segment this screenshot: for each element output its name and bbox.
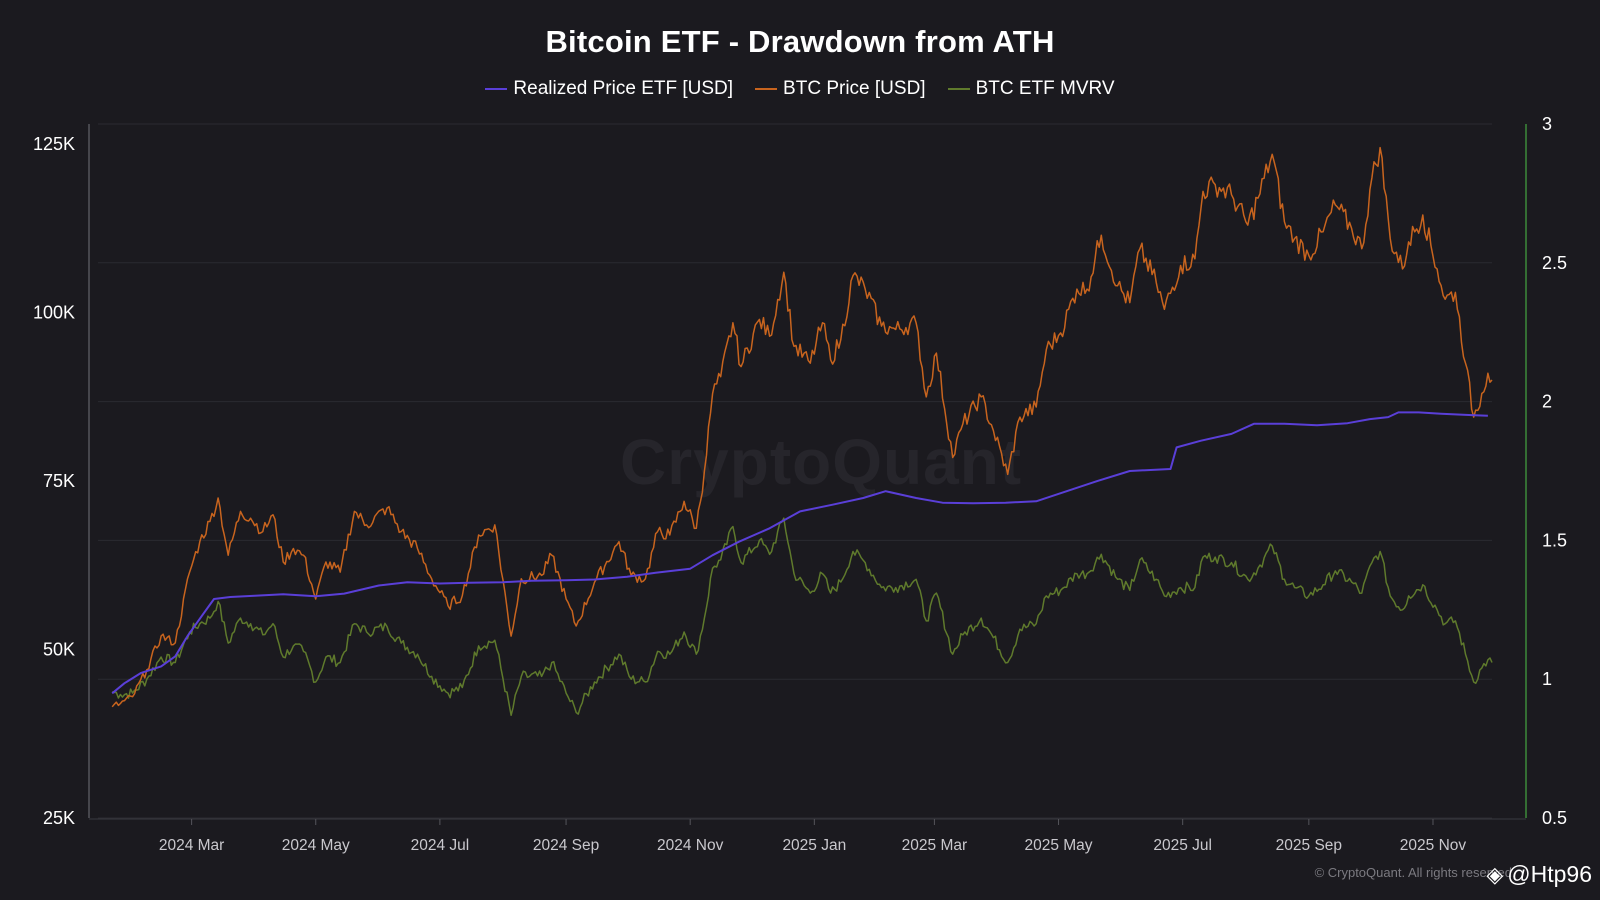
x-tick-label: 2024 Sep [533, 837, 599, 854]
y-left-tick-label: 125K [33, 134, 75, 154]
x-tick-label: 2025 Jul [1153, 837, 1212, 854]
x-tick-label: 2024 May [282, 837, 350, 854]
y-left-tick-label: 100K [33, 303, 75, 323]
x-tick-label: 2025 May [1024, 837, 1092, 854]
legend-item-etf-mvrv[interactable]: BTC ETF MVRV [947, 78, 1115, 100]
legend-swatch-etf-mvrv [947, 88, 970, 90]
y-right-tick-label: 1 [1542, 669, 1552, 689]
legend: Realized Price ETF [USD] BTC Price [USD]… [0, 78, 1600, 100]
legend-label-btc-price: BTC Price [USD] [783, 78, 926, 99]
y-left-tick-label: 50K [43, 640, 75, 660]
x-tick-label: 2025 Mar [902, 837, 967, 854]
x-tick-label: 2024 Nov [657, 837, 724, 854]
x-tick-label: 2025 Jan [782, 837, 846, 854]
legend-swatch-realized-price [485, 88, 508, 90]
diamond-logo-icon: ◈ [1486, 861, 1504, 887]
chart-title: Bitcoin ETF - Drawdown from ATH [545, 24, 1055, 59]
legend-label-etf-mvrv: BTC ETF MVRV [975, 78, 1115, 99]
x-tick-label: 2025 Nov [1400, 837, 1467, 854]
legend-item-realized-price[interactable]: Realized Price ETF [USD] [485, 78, 733, 100]
y-right-tick-label: 1.5 [1542, 530, 1567, 550]
x-tick-label: 2024 Jul [411, 837, 470, 854]
legend-item-btc-price[interactable]: BTC Price [USD] [755, 78, 926, 100]
handle-text: @Htp96 [1507, 861, 1592, 887]
y-right-tick-label: 2.5 [1542, 253, 1567, 273]
author-handle: ◈ @Htp96 [1486, 861, 1592, 888]
x-tick-label: 2024 Mar [159, 837, 224, 854]
y-right-tick-label: 3 [1542, 114, 1552, 134]
series-line-etf-mvrv [111, 517, 1493, 717]
legend-label-realized-price: Realized Price ETF [USD] [513, 78, 734, 99]
y-left-tick-label: 25K [43, 808, 75, 828]
x-tick-label: 2025 Sep [1276, 837, 1342, 854]
y-right-tick-label: 0.5 [1542, 808, 1567, 828]
y-left-tick-label: 75K [43, 471, 75, 491]
series-line-realized-price [111, 411, 1488, 695]
legend-swatch-btc-price [755, 88, 778, 90]
y-right-tick-label: 2 [1542, 392, 1552, 412]
watermark: CryptoQuant [620, 426, 1023, 498]
series-line-btc-price [111, 146, 1493, 708]
copyright-credit: © CryptoQuant. All rights reserved [1314, 865, 1512, 880]
